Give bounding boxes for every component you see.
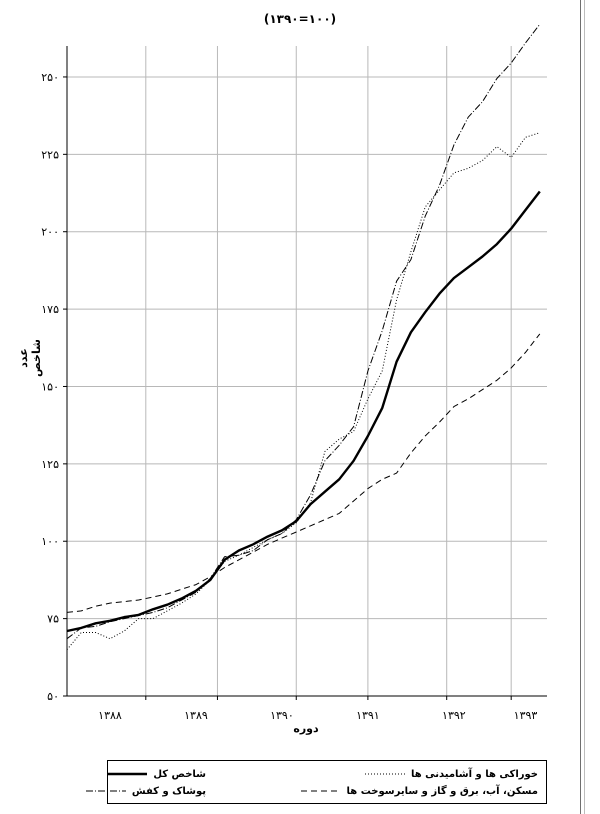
page-border-shadow [584, 0, 585, 814]
y-tick-label: ۲۰۰ [41, 226, 59, 239]
legend-item-clothing: پوشاک و کفش [85, 783, 206, 799]
legend-label-clothing: پوشاک و کفش [131, 785, 206, 797]
page-border [580, 0, 581, 814]
x-axis-label: دوره [293, 722, 319, 735]
y-tick-label: ۱۲۵ [41, 458, 59, 471]
x-tick-label: ۱۳۹۲ [442, 709, 466, 722]
y-tick-label: ۱۵۰ [41, 380, 59, 393]
x-tick-label: ۱۳۹۰ [270, 709, 294, 722]
legend-swatch-dashdot [85, 790, 126, 792]
y-tick-label: ۷۵ [47, 613, 59, 626]
legend-label-housing: مسکن، آب، برق و گاز و سایرسوخت ها [346, 785, 538, 797]
series-line-food [66, 132, 540, 650]
x-tick-label: ۱۳۸۹ [184, 709, 208, 722]
chart-legend: شاخص کل پوشاک و کفش خوراکی ها و آشامیدنی… [85, 760, 547, 804]
legend-item-food: خوراکی ها و آشامیدنی ها [364, 766, 538, 782]
y-tick-label: ۱۷۵ [41, 303, 59, 316]
legend-item-total-index: شاخص کل [107, 766, 206, 782]
y-axis-label: عدد شاخص [17, 339, 43, 377]
y-tick-label: ۲۲۵ [41, 148, 59, 161]
series-line-total-index [66, 190, 541, 633]
x-tick-label: ۱۳۹۳ [514, 709, 538, 722]
chart-title: (۱۳۹۰=۱۰۰) [263, 12, 337, 26]
x-tick-label: ۱۳۹۱ [356, 709, 380, 722]
legend-label-total-index: شاخص کل [153, 768, 206, 780]
x-tick-label: ۱۳۸۸ [98, 709, 122, 722]
legend-swatch-solid [107, 772, 148, 776]
legend-swatch-dashed [300, 790, 341, 792]
legend-swatch-dotted [364, 773, 405, 775]
y-tick-label: ۲۵۰ [41, 71, 59, 84]
series-line-clothing [66, 23, 541, 640]
y-tick-label: ۵۰ [47, 690, 59, 703]
legend-label-food: خوراکی ها و آشامیدنی ها [410, 768, 538, 780]
legend-item-housing: مسکن، آب، برق و گاز و سایرسوخت ها [300, 783, 538, 799]
y-tick-label: ۱۰۰ [41, 535, 59, 548]
series-line-housing [66, 333, 541, 613]
